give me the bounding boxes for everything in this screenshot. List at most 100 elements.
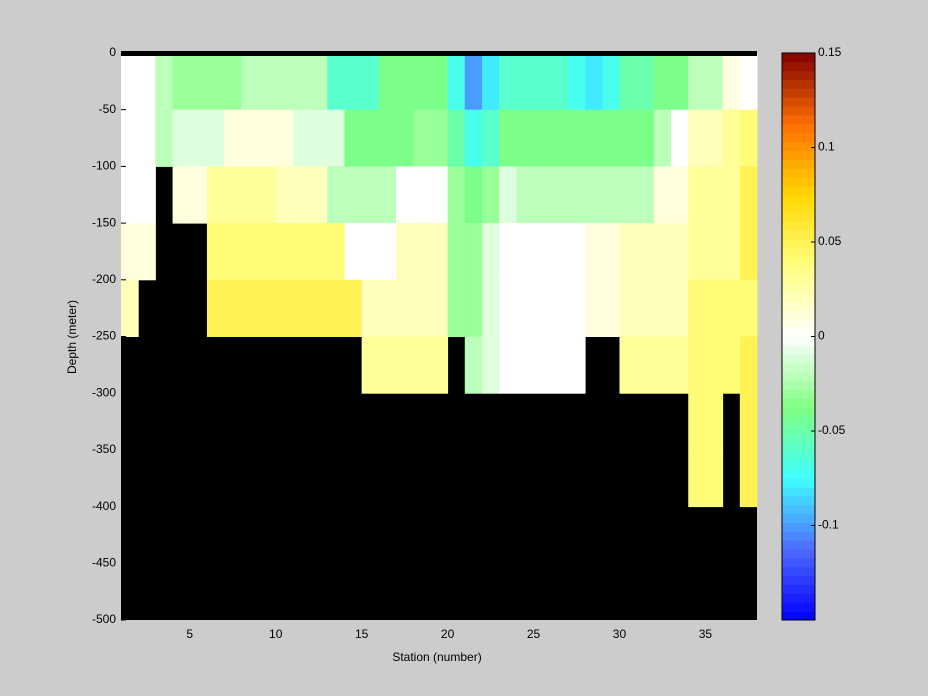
heat-cell	[224, 166, 242, 224]
heat-cell	[688, 223, 706, 281]
heat-cell	[206, 166, 225, 224]
heat-cell	[396, 279, 414, 337]
colorbar-band	[782, 451, 815, 462]
heat-cell	[671, 223, 689, 281]
heat-cell	[499, 223, 517, 281]
heat-cell	[292, 279, 311, 337]
heat-cell	[121, 166, 139, 224]
colorbar-band	[782, 478, 815, 488]
heat-cell	[671, 279, 689, 337]
heat-cell	[705, 223, 724, 281]
heat-cell	[121, 223, 139, 281]
heat-cell	[550, 279, 569, 337]
heat-cell	[138, 109, 156, 167]
heat-cell	[688, 279, 706, 337]
colorbar-band	[782, 212, 815, 222]
heat-cell	[378, 279, 397, 337]
y-tick-label: -300	[92, 385, 116, 399]
heat-cell	[310, 166, 328, 224]
heat-cell	[739, 393, 758, 451]
heat-cell	[361, 223, 380, 281]
heat-cell	[602, 223, 620, 281]
heat-cell	[206, 279, 225, 337]
heat-cell	[121, 53, 139, 111]
heat-cell	[258, 166, 277, 224]
heat-cell	[567, 336, 586, 394]
heat-cell	[447, 279, 466, 337]
heat-cell	[378, 53, 397, 111]
heat-cell	[619, 336, 638, 394]
y-tick-label: -50	[99, 102, 117, 116]
heat-cell	[396, 336, 414, 394]
heat-cell	[344, 53, 363, 111]
heat-cell	[310, 53, 328, 111]
colorbar-band	[782, 247, 815, 258]
surface-edge	[121, 51, 757, 56]
heat-cell	[206, 53, 225, 111]
heat-cell	[533, 223, 552, 281]
x-tick-label: 5	[186, 627, 193, 641]
colorbar-band	[782, 203, 815, 213]
heat-cell	[722, 223, 741, 281]
heat-cell	[653, 53, 672, 111]
colorbar-band	[782, 602, 815, 612]
heat-cell	[688, 449, 706, 508]
colorbar-band	[782, 283, 815, 293]
colorbar-band	[782, 575, 815, 586]
heat-cell	[499, 279, 517, 337]
heat-cell	[671, 336, 689, 394]
heat-cell	[739, 449, 758, 508]
heat-cell	[430, 166, 449, 224]
heat-cell	[275, 279, 294, 337]
colorbar-tick-label: -0.05	[818, 423, 846, 437]
heat-cell	[258, 53, 277, 111]
colorbar-band	[782, 327, 815, 337]
colorbar-band	[782, 389, 815, 400]
heat-cell	[705, 53, 724, 111]
heat-cell	[653, 166, 672, 224]
heat-cell	[464, 166, 483, 224]
heat-cell	[619, 166, 638, 224]
heat-cell	[533, 109, 552, 167]
heat-cell	[550, 109, 569, 167]
x-tick-label: 30	[613, 627, 627, 641]
heat-cell	[722, 336, 741, 394]
heat-cell	[481, 336, 500, 394]
colorbar-band	[782, 301, 815, 311]
colorbar-band	[782, 566, 815, 577]
heat-cell	[464, 336, 483, 394]
heat-cell	[567, 53, 586, 111]
heat-cell	[327, 166, 345, 224]
colorbar-band	[782, 150, 815, 160]
heat-cell	[361, 166, 380, 224]
heat-cell	[464, 223, 483, 281]
heat-cell	[533, 53, 552, 111]
x-axis-label: Station (number)	[392, 650, 481, 664]
heat-cell	[413, 109, 431, 167]
colorbar-band	[782, 336, 815, 346]
colorbar-band	[782, 398, 815, 408]
heat-cell	[533, 166, 552, 224]
heat-cell	[636, 166, 655, 224]
heat-cell	[310, 223, 328, 281]
heat-cell	[481, 279, 500, 337]
colorbar-band	[782, 159, 815, 169]
heat-cell	[344, 166, 363, 224]
colorbar-band	[782, 132, 815, 143]
heat-cell	[688, 393, 706, 451]
colorbar-band	[782, 416, 815, 426]
heat-cell	[121, 109, 139, 167]
colorbar-band	[782, 593, 815, 603]
colorbar-band	[782, 70, 815, 81]
heat-cell	[292, 109, 311, 167]
heat-cell	[241, 279, 260, 337]
heat-cell	[378, 109, 397, 167]
heat-cell	[602, 166, 620, 224]
colorbar-band	[782, 495, 815, 506]
heat-cell	[671, 109, 689, 167]
colorbar-band	[782, 256, 815, 267]
heat-cell	[396, 109, 414, 167]
heat-cell	[121, 279, 139, 337]
heat-cell	[619, 279, 638, 337]
heat-cell	[481, 109, 500, 167]
